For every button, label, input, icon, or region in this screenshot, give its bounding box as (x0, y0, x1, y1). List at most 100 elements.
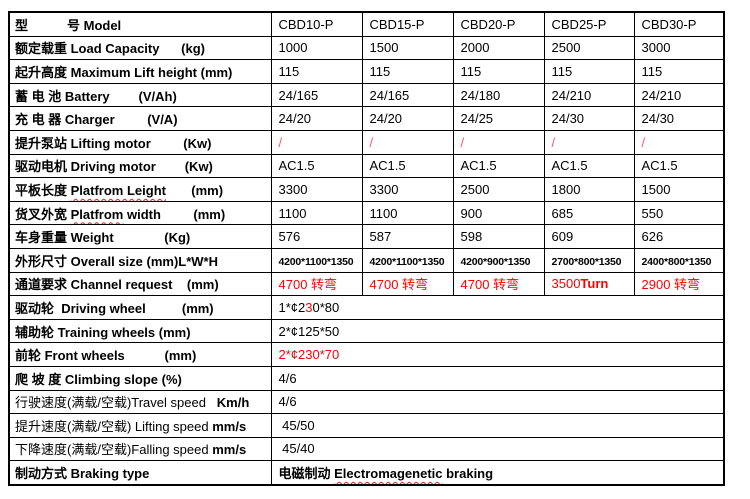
text-segment: 1000 (278, 40, 308, 56)
text-segment: AC1.5 (460, 158, 497, 174)
text-segment: CBD30-P (641, 16, 697, 32)
text-segment: 外形尺寸 Overall size (mm)L*W*H (15, 253, 218, 269)
text-segment: 驱动电机 Driving motor (Kw) (15, 159, 213, 175)
spec-value-charger-col2: 24/20 (361, 106, 454, 131)
text-segment: 4200*1100*1350 (369, 255, 445, 268)
spec-value-platform-length-col5: 1500 (633, 177, 725, 202)
text-segment: 额定载重 Load Capacity (kg) (15, 41, 205, 57)
text-segment: CBD10-P (278, 16, 334, 32)
text-segment: 900 (460, 205, 483, 221)
text-segment: / (460, 134, 465, 150)
text-segment: 1100 (278, 205, 307, 221)
text-segment: 驱动轮 Driving wheel (mm) (15, 300, 214, 316)
text-segment: 3500 (551, 276, 581, 292)
text-segment: CBD20-P (460, 16, 516, 32)
spec-label-driving-wheel: 驱动轮 Driving wheel (mm) (8, 295, 272, 320)
spec-label-platform-length: 平板长度 Platfrom Leight (mm) (8, 177, 272, 202)
text-segment: 115 (369, 63, 391, 79)
text-segment: Electromagenetic (334, 466, 443, 482)
spec-value-model-col5: CBD30-P (633, 11, 725, 37)
spec-value-training-wheels: 2*¢125*50 (270, 318, 725, 344)
text-segment: 24/165 (278, 87, 319, 103)
text-segment: 1800 (551, 181, 581, 197)
spec-value-platform-width-col4: 685 (543, 200, 635, 226)
spec-label-climbing-slope: 爬 坡 度 Climbing slope (%) (8, 365, 272, 391)
spec-label-driving-motor: 驱动电机 Driving motor (Kw) (8, 153, 272, 179)
text-segment: 24/180 (460, 87, 501, 103)
text-segment: width (mm) (123, 206, 226, 222)
text-segment: 24/210 (641, 87, 682, 103)
text-segment: 2900 转弯 (641, 277, 701, 293)
spec-label-model: 型 号 Model (8, 11, 272, 37)
text-segment: Turn (580, 276, 609, 292)
spec-value-driving-motor-col4: AC1.5 (543, 153, 635, 179)
spec-value-charger-col5: 24/30 (633, 106, 725, 131)
spec-value-weight-col4: 609 (543, 224, 635, 249)
spec-value-driving-wheel: 1*¢230*80 (270, 295, 725, 320)
spec-row-driving-wheel: 驱动轮 Driving wheel (mm) 1*¢230*80 (8, 295, 725, 320)
spec-row-driving-motor: 驱动电机 Driving motor (Kw) AC1.5 AC1.5 AC1.5 AC… (8, 153, 725, 179)
spec-value-model-col3: CBD20-P (452, 11, 545, 37)
text-segment: AC1.5 (551, 158, 588, 174)
spec-row-lifting-motor: 提升泵站 Lifting motor (Kw) / / / / / (8, 129, 725, 155)
text-segment: 2500 (551, 40, 581, 56)
spec-value-lifting-motor-col4: / (543, 129, 635, 155)
spec-label-max-lift-height: 起升高度 Maximum Lift height (mm) (8, 59, 272, 84)
text-segment: 通道要求 Channel request (mm) (15, 277, 219, 293)
spec-label-braking-type: 制动方式 Braking type (8, 460, 272, 486)
text-segment: 2*¢125*50 (278, 323, 340, 339)
text-segment: 24/20 (278, 111, 312, 127)
text-segment: 115 (551, 63, 573, 79)
spec-row-travel-speed: 行驶速度(满载/空载)Travel speed Km/h 4/6 (8, 389, 725, 415)
spec-label-training-wheels: 辅助轮 Training wheels (mm) (8, 318, 272, 344)
spec-row-max-lift-height: 起升高度 Maximum Lift height (mm) 115 115 115 11… (8, 59, 725, 84)
text-segment: 4200*1100*1350 (278, 255, 354, 268)
spec-label-platform-width: 货叉外宽 Platfrom width (mm) (8, 200, 272, 226)
text-segment: 115 (641, 63, 663, 79)
spec-value-max-lift-height-col5: 115 (633, 59, 725, 84)
text-segment: 1500 (641, 181, 671, 197)
spec-row-training-wheels: 辅助轮 Training wheels (mm) 2*¢125*50 (8, 318, 725, 344)
text-segment: / (641, 134, 646, 150)
text-segment: CBD15-P (369, 16, 425, 32)
spec-value-channel-request-col1: 4700 转弯 (270, 271, 363, 297)
spec-value-front-wheels: 2*¢230*70 (270, 342, 725, 367)
spec-row-lifting-speed: 提升速度(满载/空载) Lifting speed mm/s 45/50 (8, 413, 725, 438)
text-segment: AC1.5 (641, 158, 678, 174)
text-segment: 平板长度 (15, 182, 71, 198)
spec-row-battery: 蓄 电 池 Battery (V/Ah) 24/165 24/165 24/180 24… (8, 82, 725, 108)
text-segment: 1100 (369, 205, 398, 221)
text-segment: 爬 坡 度 Climbing slope (%) (15, 371, 182, 387)
text-segment: 起升高度 Maximum Lift height (mm) (15, 64, 233, 80)
spec-value-lifting-motor-col3: / (452, 129, 545, 155)
spec-value-weight-col5: 626 (633, 224, 725, 249)
spec-value-platform-length-col1: 3300 (270, 177, 363, 202)
spec-label-channel-request: 通道要求 Channel request (mm) (8, 271, 272, 297)
spec-value-platform-length-col4: 1800 (543, 177, 635, 202)
spec-row-platform-width: 货叉外宽 Platfrom width (mm) 1100 1100 900 685 55… (8, 200, 725, 226)
text-segment: 2*¢230*70 (278, 347, 340, 363)
text-segment: 充 电 器 Charger (V/A) (15, 112, 178, 128)
text-segment: 制动方式 Braking type (15, 466, 150, 482)
spec-value-platform-width-col1: 1100 (270, 200, 363, 226)
spec-table-body: 型 号 Model CBD10-P CBD15-P CBD20-P CBD25-P CBD… (8, 11, 725, 486)
text-segment: (mm) (165, 182, 224, 198)
text-segment: 3 (305, 299, 313, 315)
text-segment: 24/30 (551, 111, 585, 127)
text-segment: 115 (278, 63, 300, 79)
spec-row-braking-type: 制动方式 Braking type 电磁制动 Electromagenetic b… (8, 460, 725, 486)
spec-value-platform-width-col2: 1100 (361, 200, 454, 226)
spec-value-charger-col4: 24/30 (543, 106, 635, 131)
text-segment: 前轮 Front wheels (mm) (15, 348, 197, 364)
spec-label-front-wheels: 前轮 Front wheels (mm) (8, 342, 272, 367)
spec-value-load-capacity-col4: 2500 (543, 35, 635, 61)
spec-value-driving-motor-col5: AC1.5 (633, 153, 725, 179)
spec-value-max-lift-height-col1: 115 (270, 59, 363, 84)
text-segment: 45/50 (278, 417, 315, 433)
spec-value-overall-size-col4: 2700*800*1350 (543, 247, 635, 273)
text-segment: 车身重量 Weight (Kg) (15, 230, 191, 246)
spec-label-load-capacity: 额定载重 Load Capacity (kg) (8, 35, 272, 61)
spec-value-braking-type: 电磁制动 Electromagenetic braking (270, 460, 725, 486)
spec-value-load-capacity-col5: 3000 (633, 35, 725, 61)
text-segment: 24/165 (369, 87, 410, 103)
